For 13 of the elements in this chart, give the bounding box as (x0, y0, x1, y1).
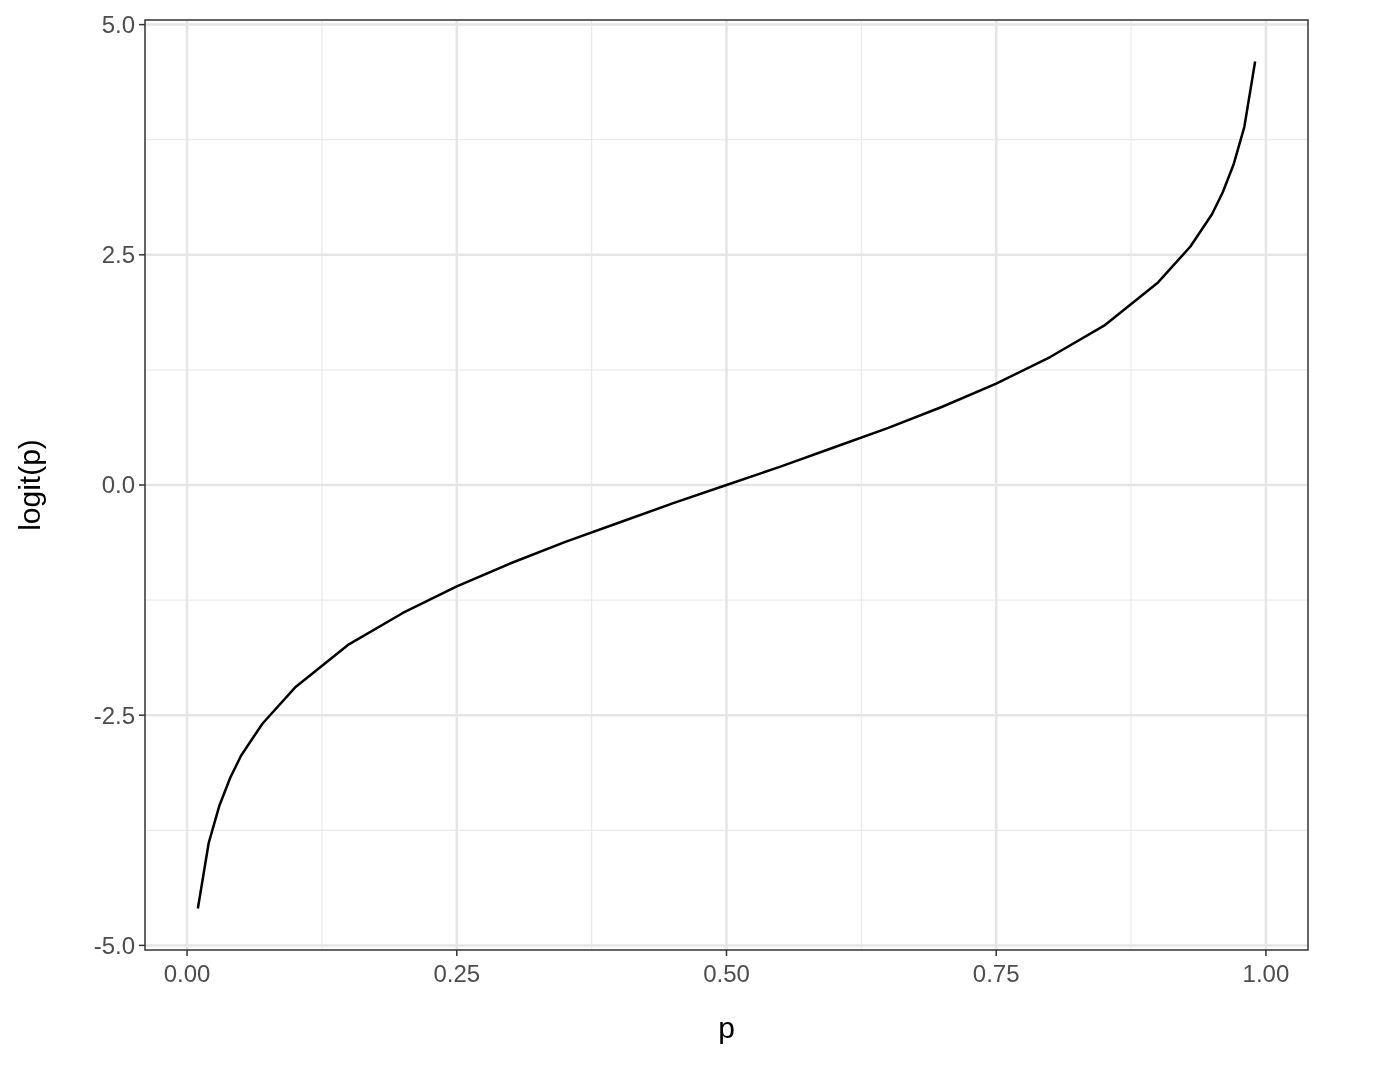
x-tick-label: 0.50 (703, 960, 750, 987)
x-tick-label: 0.75 (972, 960, 1020, 987)
line-series (196, 60, 1257, 910)
x-tick-label: 1.00 (1242, 960, 1290, 987)
y-tick-label: -5.0 (93, 931, 135, 959)
y-axis-title: logit(p) (13, 439, 46, 531)
x-tick-label: 0.25 (433, 960, 481, 987)
x-tick-label: 0.00 (163, 960, 211, 987)
y-tick-label: 2.5 (101, 241, 135, 269)
x-axis-title: p (718, 1011, 735, 1044)
y-tick-label: 0.0 (101, 471, 135, 499)
y-tick-label: -2.5 (93, 701, 135, 729)
y-tick-label: 5.0 (101, 11, 135, 38)
